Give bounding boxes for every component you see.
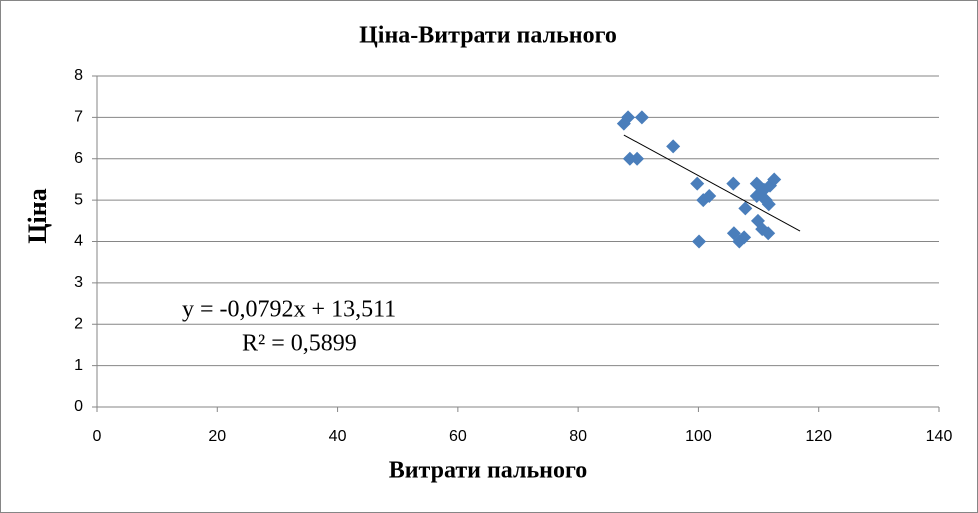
point <box>761 197 776 212</box>
x-tick-label: 20 <box>208 428 226 445</box>
point <box>622 151 637 166</box>
x-tick-label: 80 <box>569 428 587 445</box>
point <box>666 139 681 154</box>
point <box>726 176 741 191</box>
point <box>634 110 649 125</box>
y-tick-label: 7 <box>74 109 83 126</box>
y-axis-label: Ціна <box>23 188 52 243</box>
y-tick-label: 1 <box>74 357 83 374</box>
y-tick-label: 2 <box>74 315 83 332</box>
y-tick-label: 8 <box>74 67 83 84</box>
y-tick-label: 6 <box>74 150 83 167</box>
x-tick-label: 100 <box>685 428 712 445</box>
x-tick-label: 60 <box>449 428 467 445</box>
x-tick-label: 140 <box>926 428 953 445</box>
point <box>630 151 645 166</box>
y-tick-label: 3 <box>74 274 83 291</box>
point <box>737 230 752 245</box>
y-tick-label: 5 <box>74 191 83 208</box>
point <box>621 110 636 125</box>
trendline <box>623 134 801 232</box>
point <box>690 176 705 191</box>
y-tick-label: 0 <box>74 398 83 415</box>
point <box>702 188 717 203</box>
x-axis-label: Витрати пального <box>389 458 588 484</box>
trendline-equation: y = -0,0792x + 13,511 <box>182 297 396 323</box>
x-tick-label: 0 <box>93 428 102 445</box>
chart-title: Ціна-Витрати пального <box>359 23 617 49</box>
point <box>692 234 707 249</box>
point <box>738 201 753 216</box>
trendline-r2: R² = 0,5899 <box>242 331 357 357</box>
x-tick-label: 120 <box>805 428 832 445</box>
point <box>761 226 776 241</box>
point <box>767 172 782 187</box>
y-tick-label: 4 <box>74 233 83 250</box>
x-tick-label: 40 <box>329 428 347 445</box>
